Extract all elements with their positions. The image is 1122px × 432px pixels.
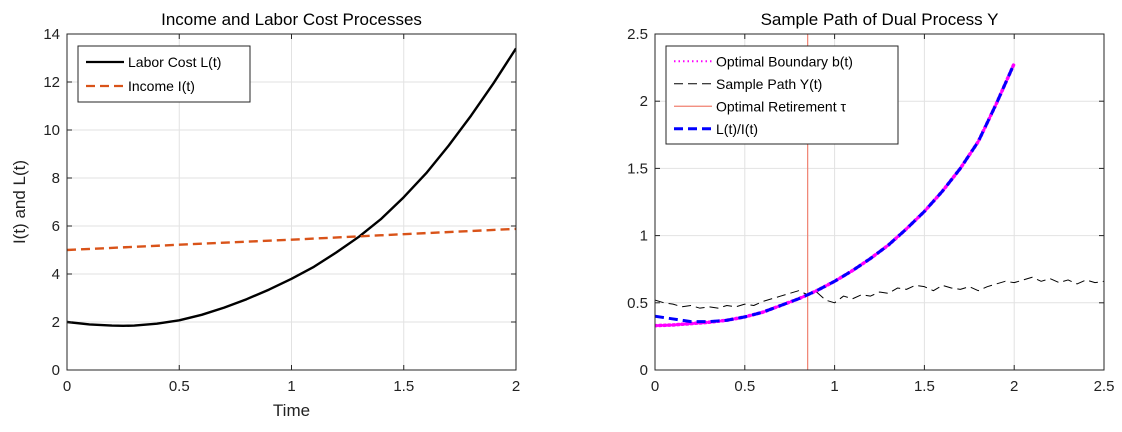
x-tick-label: 0	[63, 378, 71, 395]
y-tick-label: 8	[52, 170, 60, 187]
series-group	[67, 47, 516, 328]
series-line-2	[67, 227, 516, 252]
legend-label: Income I(t)	[128, 78, 195, 94]
y-tick-label: 2	[640, 93, 648, 110]
series-line-1	[67, 47, 516, 328]
series-line-4	[655, 62, 1016, 324]
legend: Labor Cost L(t) Income I(t)	[77, 45, 251, 103]
y-axis-label: I(t) and L(t)	[10, 160, 29, 244]
x-tick-label: 0.5	[169, 378, 190, 395]
y-tick-label: 2	[52, 314, 60, 331]
legend-label: Optimal Boundary b(t)	[716, 53, 853, 69]
x-tick-label: 0.5	[734, 378, 755, 395]
series-line-2	[655, 276, 1104, 309]
x-tick-label: 1.5	[393, 378, 414, 395]
y-tick-label: 12	[43, 74, 60, 91]
y-tick-label: 4	[52, 266, 60, 283]
y-tick-label: 14	[43, 26, 60, 43]
legend: Optimal Boundary b(t) Sample Path Y(t) Opt…	[665, 45, 899, 145]
y-tick-label: 6	[52, 218, 60, 235]
chart-2: 0 0.5 1 1.5 2 2.5 0 0.5 1 1.5 2 2.5 Sample Path of D…	[627, 10, 1114, 395]
legend-label: Labor Cost L(t)	[128, 54, 221, 70]
axes-frame	[654, 33, 1105, 371]
y-tick-label: 0	[52, 362, 60, 379]
chart-1: 0 0.5 1 1.5 2 0 2 4 6 8 10 12 14 Income and Labor Cos…	[10, 10, 520, 420]
y-tick-label: 0	[640, 362, 648, 379]
x-tick-label: 2.5	[1094, 378, 1115, 395]
legend-label: Sample Path Y(t)	[716, 76, 822, 92]
chart-title: Sample Path of Dual Process Y	[761, 10, 999, 29]
x-tick-label: 1.5	[914, 378, 935, 395]
x-tick-label: 1	[830, 378, 838, 395]
y-tick-label: 1.5	[627, 160, 648, 177]
chart-title: Income and Labor Cost Processes	[161, 10, 422, 29]
x-tick-label: 2	[1010, 378, 1018, 395]
x-axis-label: Time	[273, 401, 310, 420]
x-tick-label: 2	[512, 378, 520, 395]
grid	[66, 33, 517, 371]
y-tick-label: 1	[640, 228, 648, 245]
y-tick-label: 0.5	[627, 295, 648, 312]
x-tick-label: 0	[651, 378, 659, 395]
x-tick-label: 1	[287, 378, 295, 395]
y-tick-label: 2.5	[627, 26, 648, 43]
legend-box	[77, 45, 251, 103]
legend-label: L(t)/I(t)	[716, 121, 758, 137]
legend-label: Optimal Retirement τ	[716, 98, 846, 114]
y-tick-label: 10	[43, 122, 60, 139]
